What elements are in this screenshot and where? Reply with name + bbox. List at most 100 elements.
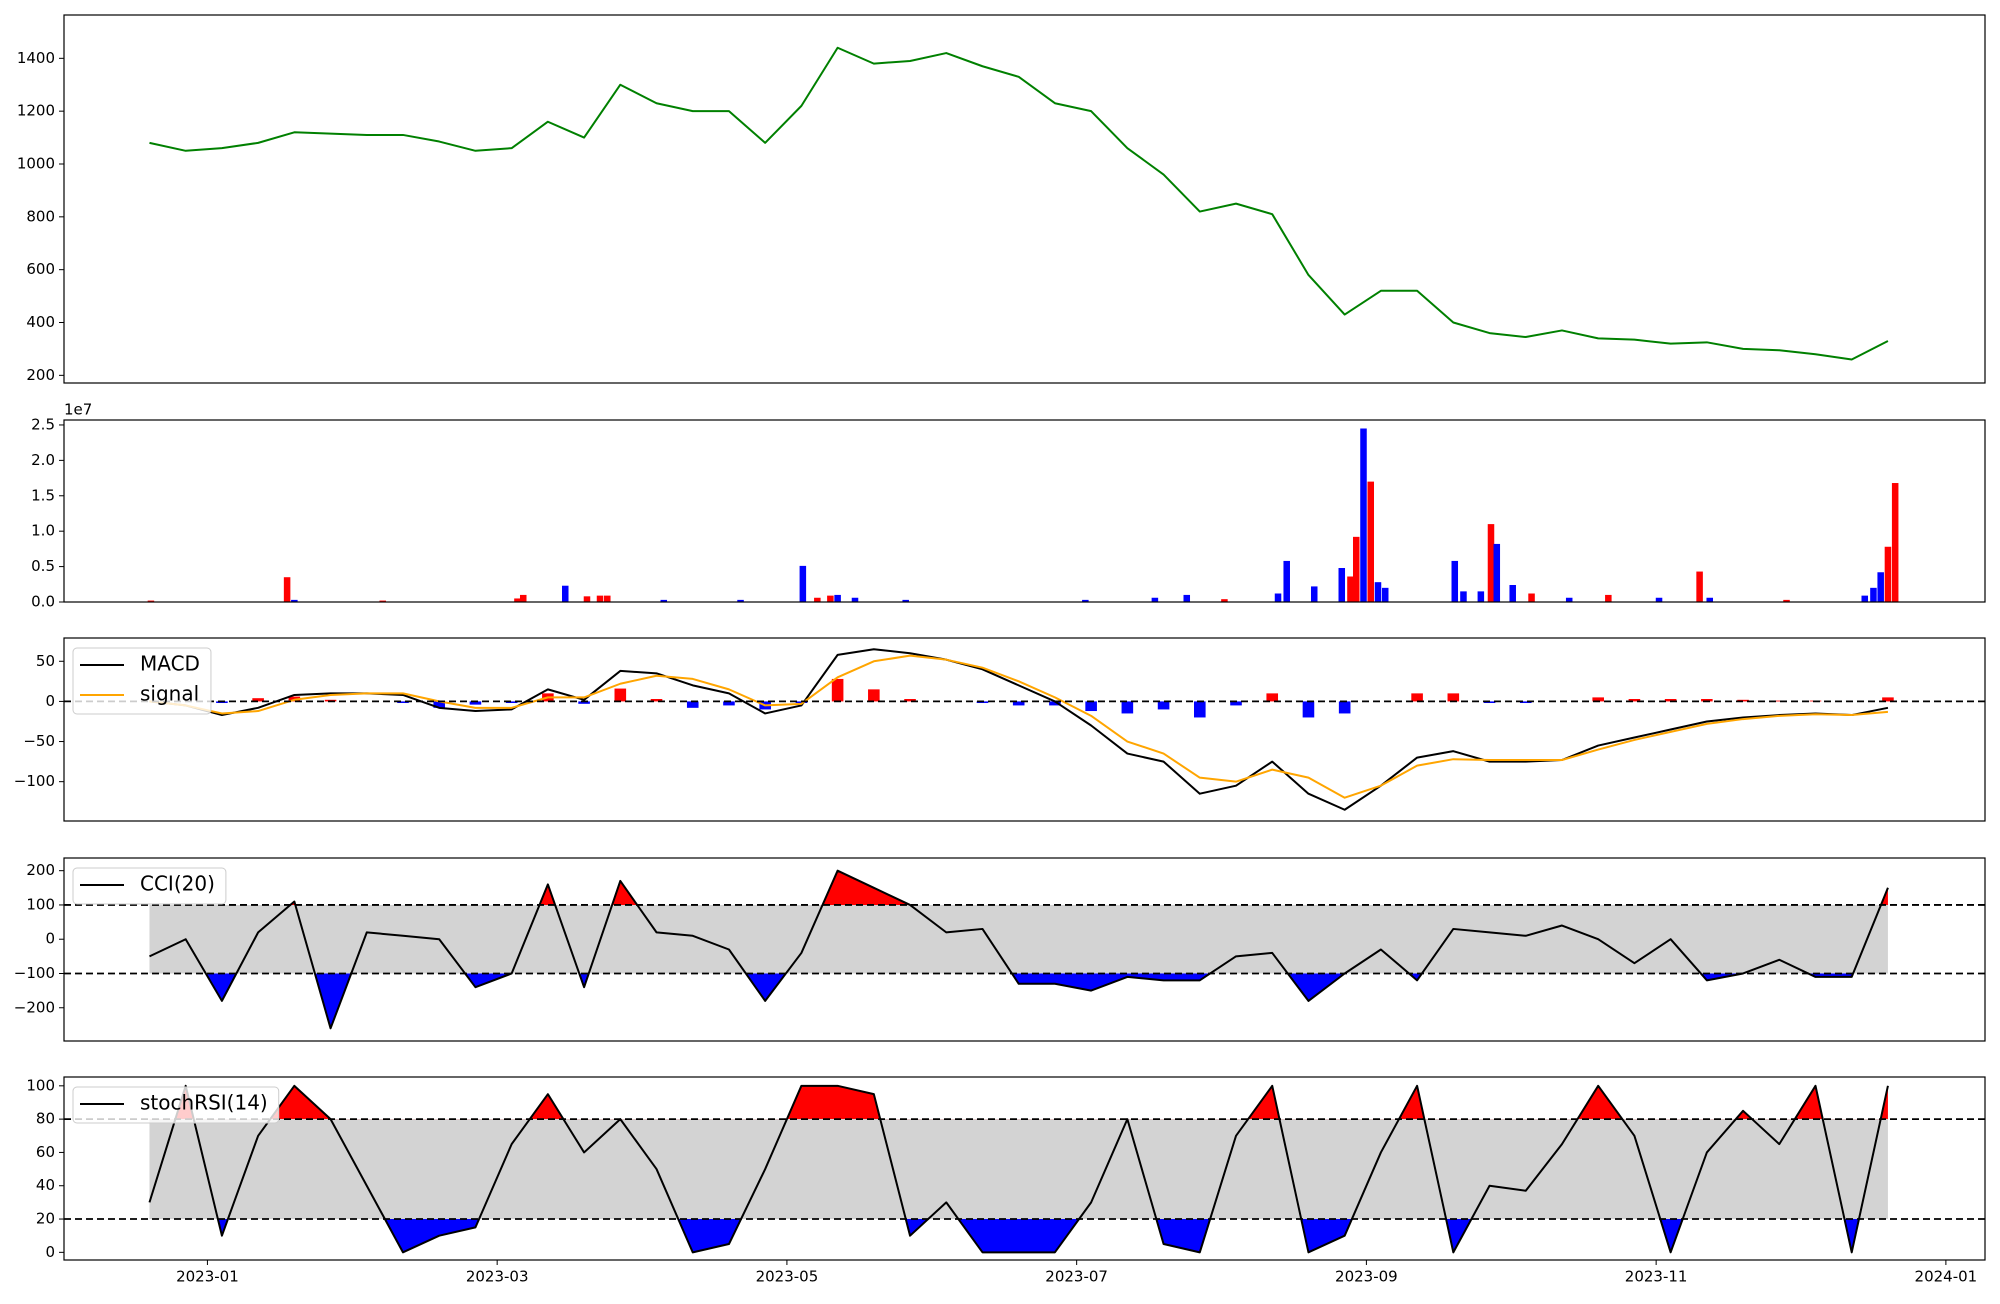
x-tick-label: 2024-01 <box>1915 1268 1978 1286</box>
volume-bar <box>1360 428 1367 602</box>
volume-bar <box>583 596 591 602</box>
legend: MACD signal <box>72 647 212 715</box>
y-tick-label: 200 <box>26 366 55 384</box>
axes-frame <box>63 857 1986 1042</box>
y-tick-label: 1400 <box>17 49 55 67</box>
histogram-bar <box>1121 701 1134 714</box>
volume-bar <box>604 595 611 602</box>
y-tick-label: 1000 <box>17 154 55 172</box>
histogram-bar <box>723 701 735 706</box>
y-tick-label: 80 <box>36 1110 55 1128</box>
histogram-bar <box>397 701 409 704</box>
volume-bar <box>1877 572 1884 602</box>
volume-bar <box>1884 546 1892 602</box>
volume-bar <box>851 597 859 602</box>
plot-area <box>64 1084 1985 1254</box>
volume-bar <box>1706 597 1714 602</box>
volume-bar <box>1274 593 1282 602</box>
histogram-bar <box>252 698 264 702</box>
volume-bar <box>1565 597 1573 602</box>
legend-label: stochRSI(14) <box>140 1091 268 1115</box>
x-tick-label: 2023-11 <box>1625 1268 1688 1286</box>
y-tick-label: 0 <box>45 930 55 948</box>
histogram-bar <box>904 699 916 702</box>
plot-area <box>64 648 1985 811</box>
volume-bar <box>596 595 604 602</box>
histogram-bar <box>650 699 663 702</box>
series-line <box>149 648 1889 811</box>
histogram-bar <box>1302 701 1315 718</box>
x-tick-label: 2023-09 <box>1335 1268 1398 1286</box>
volume-bar <box>1655 597 1663 602</box>
volume-bar <box>1451 560 1459 602</box>
axes-frame <box>63 419 1986 603</box>
histogram-bar <box>1085 701 1097 712</box>
histogram-bar <box>614 688 627 702</box>
volume-bar <box>1082 599 1089 602</box>
y-tick-label: 2.0 <box>31 451 55 469</box>
volume-bar <box>1310 586 1318 602</box>
y-tick-label: 2.5 <box>31 415 55 433</box>
volume-bar <box>660 599 668 602</box>
histogram-bar <box>1230 701 1242 706</box>
volume-bar <box>1151 597 1159 602</box>
y-tick-label: 0 <box>45 692 55 710</box>
y-tick-label: 20 <box>36 1210 55 1228</box>
neutral-band <box>149 904 1888 974</box>
series-line <box>149 869 1889 1030</box>
histogram-bar <box>1701 699 1713 702</box>
volume-bar <box>1374 582 1382 602</box>
series-line <box>149 654 1889 799</box>
axes-frame <box>63 1076 1986 1261</box>
histogram-bar <box>1664 699 1677 702</box>
volume-bar <box>1183 594 1191 602</box>
offset-label: 1e7 <box>64 401 92 419</box>
volume-bar <box>834 594 841 602</box>
histogram-bar <box>469 701 482 705</box>
series-line <box>148 1084 1889 1254</box>
plot-area <box>147 428 1899 602</box>
histogram-bar <box>831 678 844 702</box>
histogram-bar <box>1012 701 1025 706</box>
volume-bar <box>1367 481 1375 602</box>
y-tick-label: 0.0 <box>31 593 55 611</box>
histogram-bar <box>1411 693 1423 702</box>
y-tick-label: 200 <box>26 861 55 879</box>
histogram-bar <box>433 701 446 708</box>
volume-bar <box>1509 585 1516 602</box>
histogram-bar <box>578 701 590 704</box>
y-tick-label: 0.5 <box>31 557 55 575</box>
volume-bar <box>519 594 527 602</box>
y-tick-label: −100 <box>14 772 55 790</box>
volume-bar <box>1477 591 1485 602</box>
volume-bar <box>291 599 298 602</box>
histogram-bar <box>1194 701 1206 718</box>
volume-bar <box>283 577 291 602</box>
y-tick-label: 100 <box>26 895 55 913</box>
volume-bar <box>1460 591 1467 602</box>
volume-bar <box>514 598 521 602</box>
volume-bar <box>379 600 386 602</box>
lower-fill <box>149 1219 1888 1253</box>
volume-bar <box>1870 587 1877 602</box>
y-tick-label: 800 <box>26 207 55 225</box>
histogram-bar <box>1447 693 1460 702</box>
histogram-bar <box>1882 697 1894 702</box>
legend: stochRSI(14) <box>72 1086 280 1124</box>
histogram-bar <box>1773 700 1786 702</box>
legend-label: signal <box>140 682 199 706</box>
axes-frame <box>63 637 1986 822</box>
volume-bar <box>1487 524 1495 602</box>
histogram-bar <box>1049 701 1061 706</box>
y-tick-label: −100 <box>14 964 55 982</box>
y-tick-label: 600 <box>26 260 55 278</box>
legend-label: CCI(20) <box>140 872 215 896</box>
volume-bar <box>827 595 834 602</box>
histogram-bar <box>686 701 699 708</box>
volume-bar <box>1783 599 1790 602</box>
volume-bar <box>737 599 744 602</box>
volume-bar <box>1528 593 1535 602</box>
legend-label: MACD <box>140 652 200 676</box>
histogram-bar <box>1519 701 1532 704</box>
